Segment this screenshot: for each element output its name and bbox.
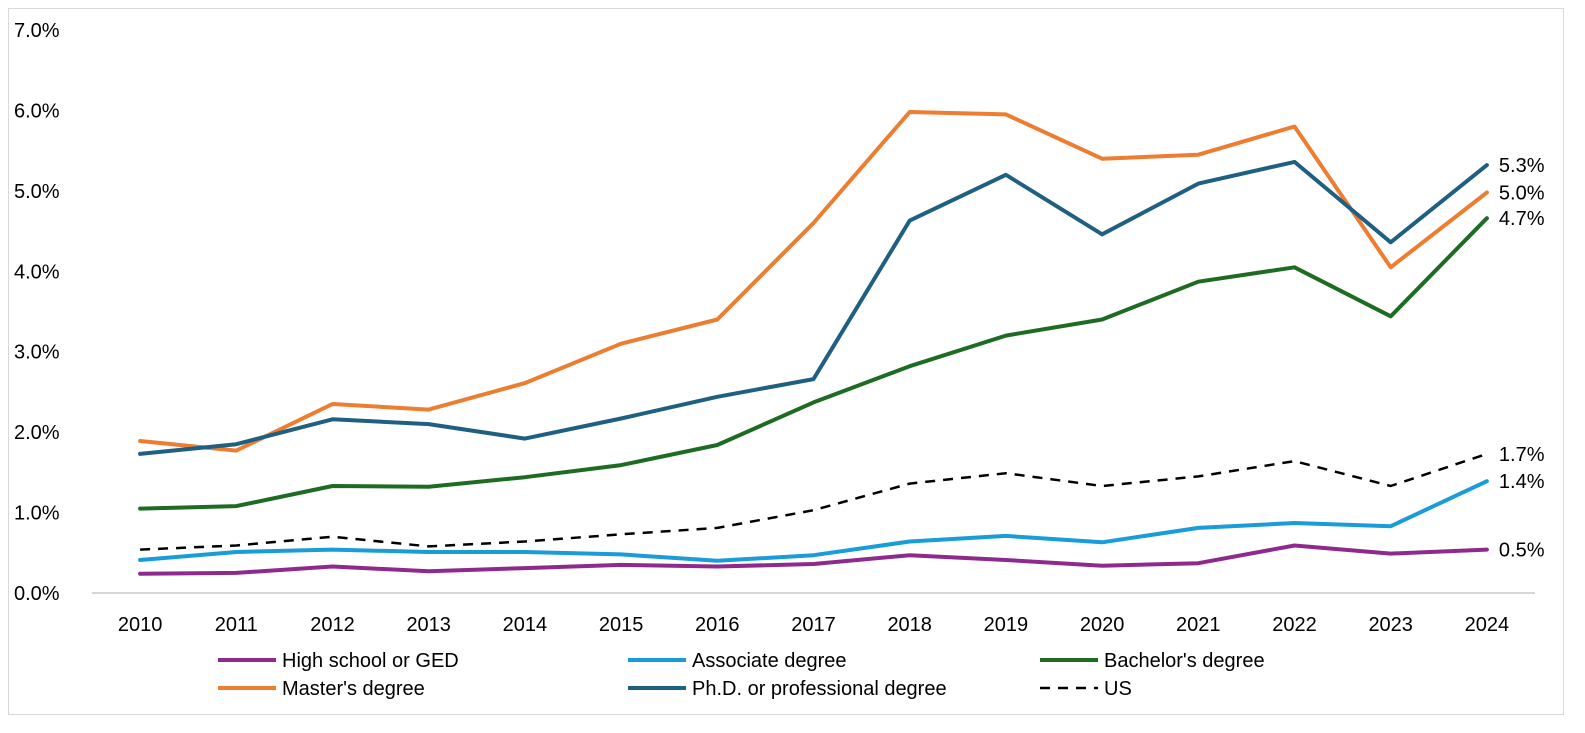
legend-item-bachelor-s-degree: Bachelor's degree <box>1040 650 1265 672</box>
y-tick-label: 6.0% <box>14 100 60 122</box>
series-line-associate-degree <box>138 479 1489 563</box>
series-line-ph-d-or-professional-degree <box>138 159 1489 456</box>
x-tick-label: 2018 <box>887 614 932 636</box>
end-label-associate-degree: 1.4% <box>1499 471 1545 493</box>
series-line-high-school-or-ged <box>138 543 1489 576</box>
legend-item-high-school-or-ged: High school or GED <box>218 650 459 672</box>
y-tick-label: 4.0% <box>14 261 60 283</box>
x-tick-label: 2022 <box>1272 614 1317 636</box>
end-label-us: 1.7% <box>1499 444 1545 466</box>
legend-label: High school or GED <box>282 650 459 672</box>
series-line-us <box>140 452 1488 551</box>
x-tick-label: 2014 <box>503 614 548 636</box>
legend-label: Associate degree <box>692 650 847 672</box>
legend-label: US <box>1104 678 1132 700</box>
y-tick-label: 5.0% <box>14 181 60 203</box>
x-tick-label: 2017 <box>791 614 836 636</box>
end-labels: 0.5% 1.4% 4.7% 5.0% 5.3% 1.7% <box>1499 155 1545 561</box>
x-tick-label: 2012 <box>310 614 355 636</box>
legend-item-ph-d-or-professional-degree: Ph.D. or professional degree <box>628 678 947 700</box>
x-tick-label: 2024 <box>1465 614 1510 636</box>
x-tick-label: 2013 <box>406 614 451 636</box>
x-tick-label: 2015 <box>599 614 644 636</box>
x-tick-label: 2016 <box>695 614 740 636</box>
axes: 0.0% 1.0% 2.0% 3.0% 4.0% 5.0% 6.0% 7.0% 2010 2011… <box>14 20 1535 636</box>
y-tick-label: 1.0% <box>14 503 60 525</box>
x-tick-label: 2021 <box>1176 614 1221 636</box>
legend-item-master-s-degree: Master's degree <box>218 678 425 700</box>
legend: High school or GED Associate degree Bachel… <box>218 650 1265 700</box>
x-tick-label: 2010 <box>118 614 163 636</box>
x-tick-label: 2023 <box>1368 614 1413 636</box>
end-label-bachelor-s-degree: 4.7% <box>1499 208 1545 230</box>
series-line-master-s-degree <box>138 110 1489 453</box>
x-tick-label: 2020 <box>1080 614 1125 636</box>
legend-label: Bachelor's degree <box>1104 650 1265 672</box>
y-tick-label: 2.0% <box>14 422 60 444</box>
y-tick-label: 0.0% <box>14 583 60 605</box>
legend-label: Master's degree <box>282 678 425 700</box>
legend-item-us: US <box>1040 678 1132 700</box>
end-label-high-school-or-ged: 0.5% <box>1499 540 1545 562</box>
end-label-master-s-degree: 5.0% <box>1499 182 1545 204</box>
x-tick-label: 2019 <box>984 614 1029 636</box>
series-lines <box>138 110 1489 576</box>
y-tick-label: 3.0% <box>14 342 60 364</box>
end-label-ph-d-or-professional-degree: 5.3% <box>1499 155 1545 177</box>
chart-frame <box>8 8 1564 715</box>
x-tick-label: 2011 <box>215 614 258 636</box>
legend-label: Ph.D. or professional degree <box>692 678 947 700</box>
legend-item-associate-degree: Associate degree <box>628 650 847 672</box>
series-line-bachelor-s-degree <box>138 216 1489 511</box>
y-tick-label: 7.0% <box>14 20 60 42</box>
